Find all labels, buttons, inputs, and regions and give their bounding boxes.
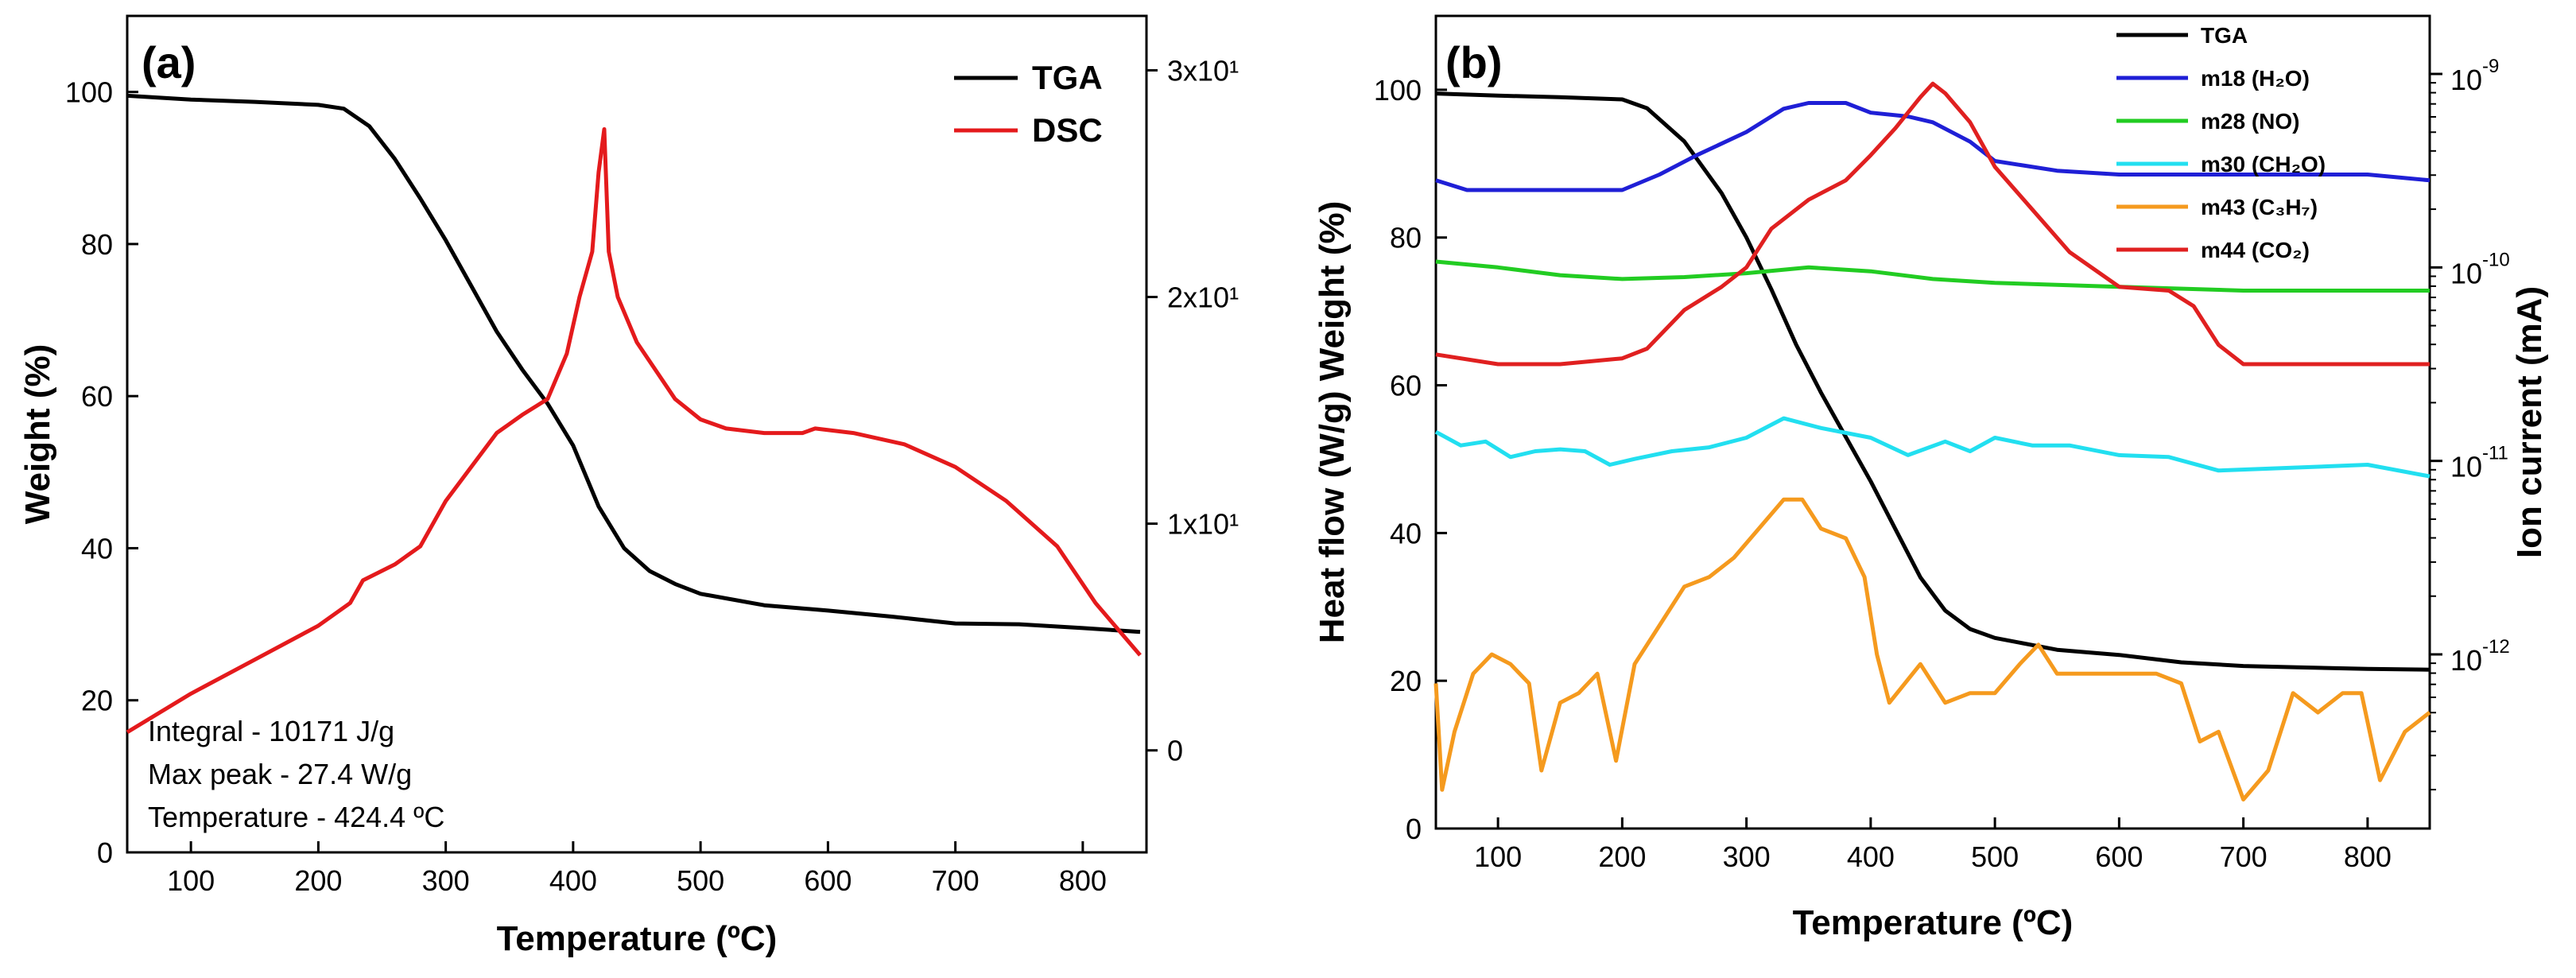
series-b-m28-no-line <box>1435 259 2430 293</box>
y-tick-label-b-60: 60 <box>1390 370 1422 402</box>
legend-a-tga-label: TGA <box>1032 59 1103 96</box>
x-tick-label-a-100: 100 <box>167 864 215 897</box>
y2-axis-title-b: Ion current (mA) <box>2510 286 2549 558</box>
series-b-m43-c-h-line <box>1433 497 2431 801</box>
x-tick-label-b-700: 700 <box>2220 840 2268 873</box>
y-tick-label-b-0: 0 <box>1406 813 1422 845</box>
legend-b-m28-no-label: m28 (NO) <box>2201 109 2299 134</box>
y2-tick-label-b--12: 10 <box>2450 644 2482 677</box>
annotation-integral: Integral - 10171 J/g <box>148 715 394 747</box>
y-tick-label-a-60: 60 <box>81 380 113 413</box>
y-tick-label-a-80: 80 <box>81 228 113 261</box>
legend-b-m18-h-o-label: m18 (H₂O) <box>2201 66 2310 91</box>
x-tick-label-b-100: 100 <box>1474 840 1522 873</box>
y2-tick-label-a-20: 2x10¹ <box>1167 281 1239 314</box>
legend-b-m44-co-label: m44 (CO₂) <box>2201 238 2310 262</box>
x-tick-label-a-600: 600 <box>804 864 852 897</box>
y2-tick-label-b--11: 10 <box>2450 451 2482 483</box>
annotation-block: Integral - 10171 J/g Max peak - 27.4 W/g… <box>148 715 444 833</box>
x-axis-title-a: Temperature (ºC) <box>497 919 778 958</box>
y2-tick-label-a-10: 1x10¹ <box>1167 508 1239 541</box>
plot-frame-a <box>126 14 1148 854</box>
legend-a: TGA DSC <box>954 59 1103 149</box>
y-tick-label-a-20: 20 <box>81 685 113 717</box>
y2-tick-exponent-b--11: -11 <box>2482 443 2508 464</box>
legend-b-m43-c-h-label: m43 (C₃H₇) <box>2201 195 2318 219</box>
series-a-tga-line <box>126 93 1141 635</box>
y-tick-label-a-0: 0 <box>97 836 113 869</box>
legend-b: TGA m18 (H₂O) m28 (NO) m30 (CH₂O) m43 (C₃H₇)… <box>2116 23 2326 262</box>
x-tick-label-a-200: 200 <box>294 864 342 897</box>
panel-label-a: (a) <box>142 37 196 87</box>
x-tick-label-b-400: 400 <box>1847 840 1895 873</box>
y2-tick-label-a-0: 0 <box>1167 735 1183 767</box>
x-tick-label-b-600: 600 <box>2095 840 2143 873</box>
panel-a: 100 200 300 400 500 600 700 800 0 20 40 60 80 100 0 1x1… <box>18 14 1239 958</box>
y2-tick-label-b--10: 10 <box>2450 257 2482 289</box>
panel-a-axes: 100 200 300 400 500 600 700 800 0 20 40 60 80 100 0 1x1… <box>65 54 1239 897</box>
annotation-temperature: Temperature - 424.4 ºC <box>148 801 444 833</box>
x-tick-label-b-500: 500 <box>1971 840 2019 873</box>
y2-tick-exponent-b--12: -12 <box>2482 636 2510 658</box>
y-tick-label-b-40: 40 <box>1390 517 1422 549</box>
legend-b-tga-label: TGA <box>2201 23 2248 48</box>
x-tick-label-b-200: 200 <box>1598 840 1646 873</box>
series-b-m44-co-line <box>1435 81 2430 367</box>
x-tick-label-a-800: 800 <box>1059 864 1107 897</box>
y-tick-label-b-100: 100 <box>1374 74 1422 107</box>
x-tick-label-b-800: 800 <box>2344 840 2392 873</box>
legend-a-dsc-label: DSC <box>1032 111 1103 149</box>
x-tick-label-a-500: 500 <box>677 864 724 897</box>
legend-b-m30-ch-o-label: m30 (CH₂O) <box>2201 152 2326 177</box>
plot-frame-b <box>1434 14 2431 830</box>
y-axis-title-a: Weight (%) <box>18 344 57 525</box>
series-a-dsc-line <box>126 127 1142 735</box>
panel-b-series <box>1433 81 2431 801</box>
annotation-max-peak: Max peak - 27.4 W/g <box>148 758 412 790</box>
y2-tick-exponent-b--10: -10 <box>2482 249 2510 270</box>
y-tick-label-b-20: 20 <box>1390 665 1422 697</box>
y-tick-label-a-40: 40 <box>81 532 113 565</box>
x-axis-title-b: Temperature (ºC) <box>1793 903 2074 942</box>
panel-a-series <box>126 93 1142 735</box>
x-tick-label-a-700: 700 <box>932 864 980 897</box>
x-tick-label-a-300: 300 <box>422 864 470 897</box>
y2-tick-exponent-b--9: -9 <box>2482 56 2499 77</box>
series-b-tga-line <box>1435 91 2431 672</box>
series-b-m18-h-o-line <box>1435 101 2431 192</box>
x-tick-label-a-400: 400 <box>549 864 597 897</box>
series-b-m30-ch-o-line <box>1434 416 2431 479</box>
y2-tick-label-b--9: 10 <box>2450 64 2482 96</box>
y-tick-label-b-80: 80 <box>1390 222 1422 254</box>
y2-tick-label-a-30: 3x10¹ <box>1167 54 1239 87</box>
panel-label-b: (b) <box>1445 37 1503 87</box>
y-tick-label-a-100: 100 <box>65 76 113 109</box>
y-axis-title-b: Heat flow (W/g) Weight (%) <box>1313 201 1352 643</box>
x-tick-label-b-300: 300 <box>1723 840 1771 873</box>
